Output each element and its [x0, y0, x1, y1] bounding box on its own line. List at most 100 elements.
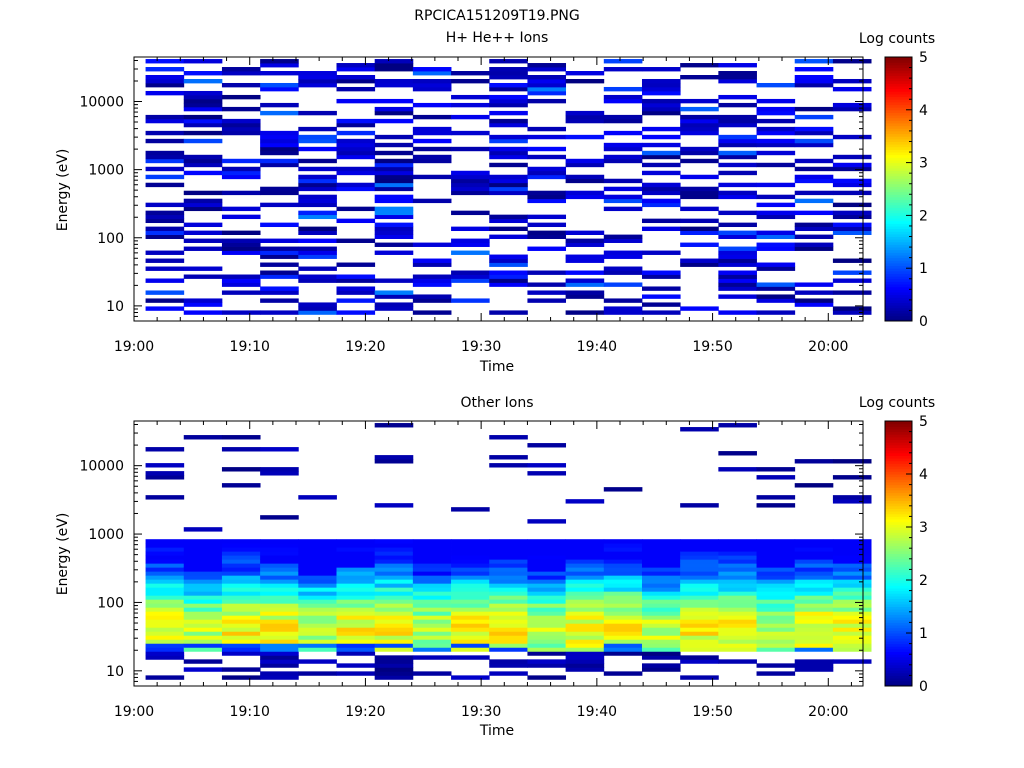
heatmap-cell [794, 75, 834, 80]
heatmap-cell [451, 71, 490, 76]
heatmap-cell [145, 59, 185, 64]
heatmap-cell [641, 202, 681, 208]
heatmap-cell [527, 98, 567, 104]
heatmap-cell [489, 82, 528, 88]
colorbar-step [885, 199, 912, 203]
colorbar-step [885, 252, 912, 256]
heatmap-cell [298, 631, 337, 636]
heatmap-cell [489, 94, 528, 100]
heatmap-cell [832, 166, 872, 172]
heatmap-cell [565, 194, 605, 200]
heatmap-cell [221, 619, 261, 624]
heatmap-cell [221, 447, 261, 452]
colorbar-step [885, 183, 912, 187]
heatmap-cell [183, 202, 223, 208]
heatmap-cell [641, 170, 681, 176]
heatmap-cell [451, 250, 490, 255]
heatmap-cell [374, 503, 414, 508]
heatmap-cell [260, 579, 299, 584]
colorbar-step [885, 249, 912, 253]
heatmap-cell [527, 166, 567, 172]
heatmap-cell [221, 106, 261, 112]
heatmap-cell [260, 310, 299, 315]
colorbar-step [885, 654, 912, 658]
heatmap-cell [374, 210, 414, 216]
heatmap-cell [603, 619, 643, 624]
heatmap-cell [565, 551, 605, 556]
colorbar-step [885, 67, 912, 71]
heatmap-cell [260, 663, 299, 668]
heatmap-cell [145, 174, 185, 180]
y-tick-label: 10000 [79, 459, 124, 475]
heatmap-cell [527, 170, 567, 176]
heatmap-cell [451, 507, 490, 512]
heatmap-cell [221, 206, 261, 212]
heatmap-cell [680, 639, 719, 644]
heatmap-cell [412, 547, 452, 552]
heatmap-cell [527, 174, 567, 180]
colorbar-step [885, 487, 912, 491]
heatmap-cell [680, 599, 719, 604]
heatmap-cell [298, 78, 337, 84]
heatmap-cell [336, 75, 376, 80]
heatmap-cell [145, 202, 185, 208]
heatmap-cell [260, 142, 299, 148]
plot-frame [133, 420, 864, 687]
heatmap-cell [527, 471, 567, 476]
heatmap-cell [641, 67, 681, 72]
heatmap-cell [145, 210, 185, 216]
heatmap-cell [603, 310, 643, 315]
heatmap-cell [756, 130, 796, 136]
colorbar-step [885, 590, 912, 594]
heatmap-cell [298, 587, 337, 592]
colorbar-step [885, 609, 912, 613]
heatmap-cell [412, 639, 452, 644]
heatmap-cell [756, 495, 796, 500]
heatmap-cell [412, 563, 452, 568]
heatmap-cell [641, 543, 681, 548]
heatmap-cell [794, 563, 834, 568]
heatmap-cell [221, 563, 261, 568]
heatmap-cell [298, 158, 337, 164]
heatmap-cell [756, 611, 796, 616]
colorbar-step [885, 648, 912, 653]
x-axis-label: Time [479, 359, 514, 375]
heatmap-cell [603, 607, 643, 612]
heatmap-cell [527, 611, 567, 616]
heatmap-cell [451, 587, 490, 592]
heatmap-cell [145, 547, 185, 552]
colorbar-step [885, 144, 912, 148]
heatmap-cell [756, 266, 796, 271]
heatmap-cell [145, 575, 185, 580]
heatmap-cell [336, 118, 376, 124]
colorbar-step [885, 611, 912, 615]
heatmap-cell [718, 467, 757, 472]
heatmap-cell [603, 555, 643, 560]
heatmap-cell [680, 230, 719, 235]
heatmap-cell [183, 599, 223, 604]
heatmap-cell [298, 166, 337, 172]
heatmap-cell [145, 647, 185, 652]
heatmap-cell [641, 635, 681, 640]
heatmap-cell [260, 298, 299, 303]
heatmap-cell [336, 643, 376, 648]
heatmap-cell [298, 579, 337, 584]
heatmap-cell [641, 86, 681, 92]
heatmap-cell [756, 643, 796, 648]
heatmap-cell [412, 310, 452, 315]
colorbar-step [885, 233, 912, 238]
heatmap-cell [374, 67, 414, 72]
heatmap-cell [221, 647, 261, 652]
heatmap-cell [641, 186, 681, 192]
colorbar-step [885, 189, 912, 193]
colorbar-step [885, 466, 912, 470]
heatmap-cell [565, 294, 605, 299]
heatmap-cell [641, 134, 681, 140]
heatmap-cell [451, 174, 490, 180]
heatmap-cell [145, 234, 185, 239]
colorbar-step [885, 670, 912, 674]
heatmap-cell [641, 595, 681, 600]
heatmap-cell [641, 587, 681, 592]
colorbar-step [885, 112, 912, 116]
heatmap-cell [680, 607, 719, 612]
